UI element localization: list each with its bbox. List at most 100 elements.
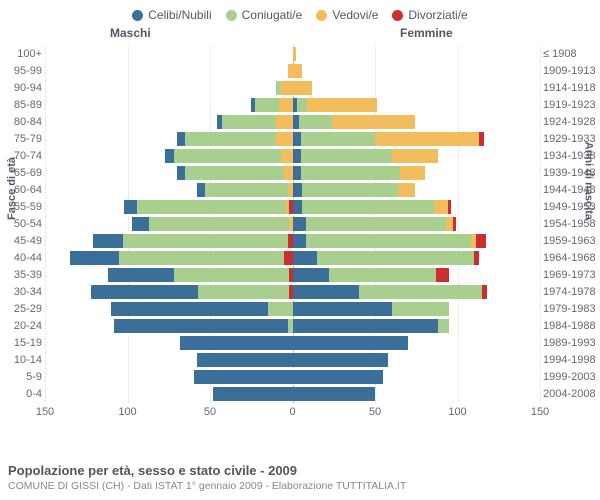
bar-segment-male [119, 251, 284, 265]
bar-segment-female [293, 132, 301, 146]
birth-year-label: 1944-1948 [543, 182, 600, 199]
bar-segment-male [93, 234, 123, 248]
birth-year-label: 1924-1928 [543, 114, 600, 131]
pyramid-row [45, 284, 540, 301]
bar-segment-female [301, 132, 375, 146]
bar-segment-female [293, 115, 300, 129]
pyramid-row [45, 46, 540, 63]
bar-segment-female [436, 268, 449, 282]
age-label: 55-59 [0, 199, 42, 216]
age-label: 35-39 [0, 267, 42, 284]
x-tick: 150 [531, 406, 549, 418]
bar-segment-male [185, 132, 276, 146]
bar-segment-female [293, 353, 389, 367]
bar-segment-male [149, 217, 289, 231]
x-tick: 100 [448, 406, 466, 418]
age-label: 80-84 [0, 114, 42, 131]
bar-segment-female [392, 149, 438, 163]
age-label: 30-34 [0, 284, 42, 301]
pyramid-row [45, 114, 540, 131]
bar-segment-male [276, 132, 293, 146]
bar-segment-female [438, 319, 450, 333]
bar-segment-female [293, 336, 409, 350]
bar-segment-female [302, 183, 398, 197]
bar-segment-male [137, 200, 286, 214]
x-tick: 100 [118, 406, 136, 418]
age-label: 40-44 [0, 250, 42, 267]
bar-segment-male [111, 302, 268, 316]
bar-segment-female [446, 217, 453, 231]
bar-segment-female [306, 217, 446, 231]
bar-segment-female [293, 47, 296, 61]
bar-segment-female [293, 370, 384, 384]
bar-segment-male [276, 115, 293, 129]
bar-segment-female [293, 268, 329, 282]
bar-segment-female [474, 251, 479, 265]
x-tick: 50 [369, 406, 381, 418]
gender-headers: Maschi Femmine [0, 26, 600, 44]
bar-segment-male [213, 387, 292, 401]
bar-segment-female [299, 115, 332, 129]
bar-segment-male [222, 115, 276, 129]
bar-segment-female [392, 302, 450, 316]
chart-footer: Popolazione per età, sesso e stato civil… [8, 463, 592, 492]
bar-segment-male [174, 268, 290, 282]
bar-segment-male [197, 183, 205, 197]
age-labels: 100+95-9990-9485-8980-8475-7970-7465-696… [0, 46, 42, 403]
bar-segment-male [279, 98, 292, 112]
bar-segment-male [123, 234, 288, 248]
bar-segment-male [114, 319, 287, 333]
pyramid-row [45, 148, 540, 165]
pyramid-row [45, 318, 540, 335]
age-label: 10-14 [0, 352, 42, 369]
legend-item: Divorziati/e [392, 8, 467, 22]
birth-year-label: 1959-1963 [543, 233, 600, 250]
bar-segment-female [479, 132, 484, 146]
header-male: Maschi [110, 26, 151, 40]
bar-segment-female [293, 166, 301, 180]
pyramid-row [45, 182, 540, 199]
legend-label: Divorziati/e [408, 8, 467, 22]
bar-segment-female [307, 98, 376, 112]
bar-segment-male [177, 166, 185, 180]
bar-segment-female [329, 268, 436, 282]
legend-item: Coniugati/e [226, 8, 303, 22]
bar-segment-male [205, 183, 288, 197]
birth-year-label: 1934-1938 [543, 148, 600, 165]
pyramid-row [45, 369, 540, 386]
birth-year-label: 1994-1998 [543, 352, 600, 369]
x-axis: 15010050050100150 [45, 403, 540, 425]
bar-segment-female [293, 251, 318, 265]
bar-segment-female [293, 217, 306, 231]
bar-segment-female [332, 115, 415, 129]
bar-segment-female [293, 387, 376, 401]
birth-year-label: 1969-1973 [543, 267, 600, 284]
bar-segment-male [284, 166, 292, 180]
bar-segment-male [91, 285, 198, 299]
birth-year-label: 2004-2008 [543, 386, 600, 403]
age-label: 85-89 [0, 97, 42, 114]
pyramid-row [45, 250, 540, 267]
birth-year-label: ≤ 1908 [543, 46, 600, 63]
bar-segment-male [198, 285, 289, 299]
age-label: 45-49 [0, 233, 42, 250]
birth-year-label: 1949-1953 [543, 199, 600, 216]
age-label: 90-94 [0, 80, 42, 97]
age-label: 20-24 [0, 318, 42, 335]
bar-segment-female [293, 64, 303, 78]
bar-segment-female [476, 234, 486, 248]
birth-year-label: 1999-2003 [543, 369, 600, 386]
bar-segment-female [359, 285, 483, 299]
bar-segment-male [108, 268, 174, 282]
bar-segment-female [293, 200, 303, 214]
birth-year-label: 1909-1913 [543, 63, 600, 80]
bar-segment-female [293, 81, 313, 95]
age-label: 0-4 [0, 386, 42, 403]
birth-year-label: 1919-1923 [543, 97, 600, 114]
bar-segment-female [306, 234, 471, 248]
pyramid-row [45, 199, 540, 216]
bar-segment-male [180, 336, 292, 350]
birth-year-label: 1939-1943 [543, 165, 600, 182]
pyramid-row [45, 352, 540, 369]
chart-subtitle: COMUNE DI GISSI (CH) - Dati ISTAT 1° gen… [8, 480, 592, 492]
